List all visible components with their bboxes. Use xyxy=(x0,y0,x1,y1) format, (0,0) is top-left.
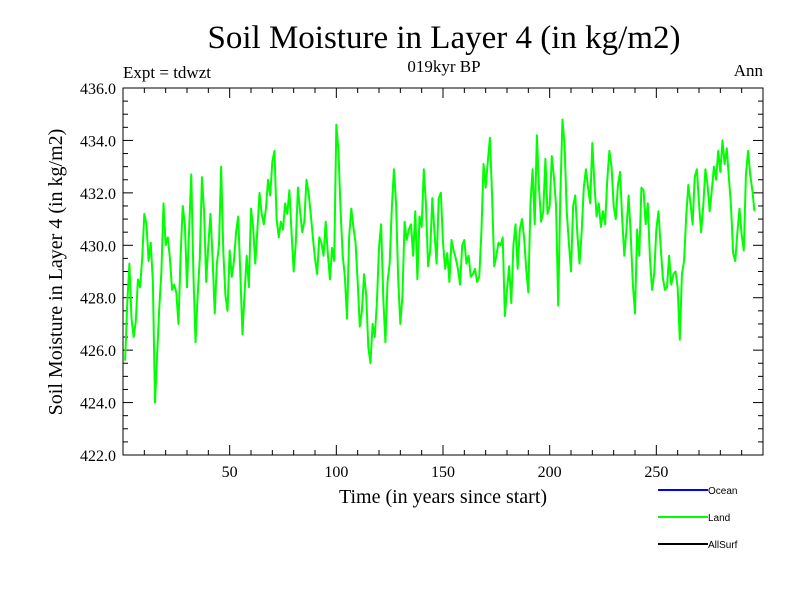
y-tick-label: 432.0 xyxy=(80,186,116,203)
series-layer xyxy=(124,118,756,404)
x-tick-label: 250 xyxy=(644,464,668,481)
y-tick-label: 434.0 xyxy=(80,133,116,150)
y-axis-ticks: 422.0 424.0 426.0 428.0 430.0 432.0 434.0 436.0 xyxy=(80,81,763,465)
y-tick-label: 426.0 xyxy=(80,343,116,360)
y-tick-label: 436.0 xyxy=(80,81,116,98)
chart-subtitle: 019kyr BP xyxy=(407,57,480,76)
legend-label-ocean: Ocean xyxy=(708,486,737,497)
chart-title: Soil Moisture in Layer 4 (in kg/m2) xyxy=(208,20,681,56)
series-line-land xyxy=(124,118,756,404)
legend: Ocean Land AllSurf xyxy=(658,486,738,551)
y-tick-label: 422.0 xyxy=(80,448,116,465)
y-tick-label: 430.0 xyxy=(80,238,116,255)
y-axis-label: Soil Moisture in Layer 4 (in kg/m2) xyxy=(45,129,67,416)
x-tick-label: 150 xyxy=(431,464,455,481)
x-axis-ticks: 50 100 150 200 250 xyxy=(143,88,743,481)
legend-label-land: Land xyxy=(708,513,730,524)
plot-area-frame xyxy=(122,87,764,456)
y-tick-label: 428.0 xyxy=(80,291,116,308)
y-tick-label: 424.0 xyxy=(80,396,116,413)
x-tick-label: 200 xyxy=(538,464,562,481)
x-tick-label: 100 xyxy=(324,464,348,481)
x-axis-label: Time (in years since start) xyxy=(339,486,547,508)
season-label: Ann xyxy=(734,61,764,80)
legend-label-allsurf: AllSurf xyxy=(708,540,738,551)
experiment-label: Expt = tdwzt xyxy=(123,63,211,82)
x-tick-label: 50 xyxy=(222,464,238,481)
